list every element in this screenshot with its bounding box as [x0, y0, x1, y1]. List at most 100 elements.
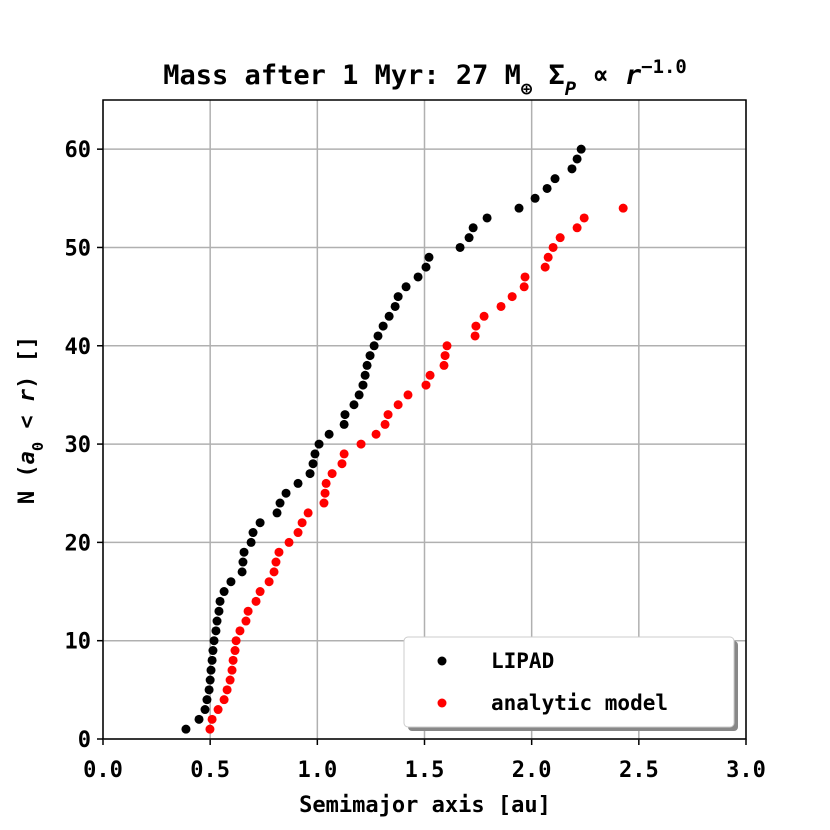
point: [369, 341, 379, 351]
y-tick-label: 0: [78, 728, 91, 753]
point: [479, 311, 489, 321]
point: [319, 498, 329, 508]
x-tick-label: 0.0: [83, 758, 123, 783]
text-part: Mass after 1 Myr: 27 M: [163, 60, 521, 91]
point: [383, 410, 393, 420]
point: [327, 469, 337, 479]
point: [194, 714, 204, 724]
point: [519, 282, 529, 292]
x-tick-label: 2.5: [619, 758, 659, 783]
point: [314, 439, 324, 449]
point: [204, 685, 214, 695]
point: [238, 557, 248, 567]
point: [543, 252, 553, 262]
point: [542, 183, 552, 193]
point: [207, 655, 217, 665]
point: [310, 449, 320, 459]
point: [354, 390, 364, 400]
point: [548, 242, 558, 252]
point: [274, 547, 284, 557]
point: [349, 400, 359, 410]
point: [255, 518, 265, 528]
point: [413, 272, 423, 282]
point: [421, 380, 431, 390]
text-part: a: [15, 451, 40, 464]
legend-marker: [437, 698, 447, 708]
point: [206, 665, 216, 675]
point: [214, 606, 224, 616]
point: [305, 469, 315, 479]
legend-marker: [437, 656, 447, 666]
point: [572, 154, 582, 164]
x-tick-label: 3.0: [726, 758, 766, 783]
x-axis-label: Semimajor axis [au]: [299, 793, 551, 818]
point: [380, 419, 390, 429]
text-part: P: [565, 78, 577, 100]
point: [496, 301, 506, 311]
point: [308, 459, 318, 469]
point: [255, 587, 265, 597]
chart-title: Mass after 1 Myr: 27 M⊕ ΣP ∝ r−1.0: [163, 56, 686, 100]
point: [251, 596, 261, 606]
point: [269, 567, 279, 577]
y-tick-label: 40: [65, 335, 92, 360]
point: [530, 193, 540, 203]
text-part: ∝: [576, 60, 625, 91]
point: [231, 636, 241, 646]
point: [230, 646, 240, 656]
point: [205, 724, 215, 734]
x-tick-label: 1.0: [297, 758, 337, 783]
point: [207, 714, 217, 724]
point: [378, 321, 388, 331]
point: [520, 272, 530, 282]
point: [579, 213, 589, 223]
legend-label: LIPAD: [491, 649, 554, 673]
point: [228, 655, 238, 665]
point: [239, 547, 249, 557]
text-part: N (: [15, 464, 40, 504]
point: [393, 400, 403, 410]
point: [205, 675, 215, 685]
point: [284, 537, 294, 547]
legend: [403, 636, 735, 728]
point: [371, 429, 381, 439]
point: [200, 705, 210, 715]
point: [540, 262, 550, 272]
point: [439, 360, 449, 370]
point: [235, 626, 245, 636]
y-axis-label: N (a0 < r) []: [15, 336, 47, 504]
point: [222, 685, 232, 695]
point: [618, 203, 628, 213]
point: [213, 705, 223, 715]
y-tick-label: 50: [65, 236, 92, 261]
point: [271, 557, 281, 567]
point: [275, 498, 285, 508]
text-part: <: [15, 402, 40, 442]
point: [226, 577, 236, 587]
point: [550, 174, 560, 184]
point: [181, 724, 191, 734]
text-part: −1.0: [641, 56, 687, 78]
point: [373, 331, 383, 341]
point: [293, 528, 303, 538]
point: [514, 203, 524, 213]
point: [303, 508, 313, 518]
y-tick-label: 20: [65, 531, 92, 556]
point: [365, 351, 375, 361]
text-part: r: [625, 60, 642, 91]
point: [339, 419, 349, 429]
point: [421, 262, 431, 272]
point: [272, 508, 282, 518]
point: [482, 213, 492, 223]
x-tick-label: 1.5: [405, 758, 445, 783]
point: [264, 577, 274, 587]
point: [293, 478, 303, 488]
point: [572, 223, 582, 233]
point: [555, 233, 565, 243]
point: [401, 282, 411, 292]
point: [248, 528, 258, 538]
point: [440, 351, 450, 361]
point: [243, 606, 253, 616]
point: [321, 478, 331, 488]
point: [393, 292, 403, 302]
